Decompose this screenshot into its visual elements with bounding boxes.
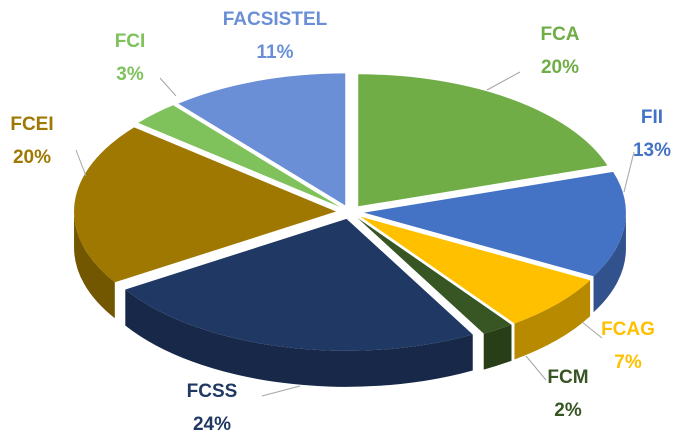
slice (358, 74, 608, 207)
leader-line (75, 149, 87, 177)
slice-label: FCM (547, 367, 588, 388)
slice-label: FII (641, 107, 663, 128)
value-label: 13% (633, 140, 671, 161)
value-label: 20% (13, 147, 51, 168)
slice (363, 171, 626, 277)
slice-side (593, 212, 626, 313)
slice (360, 216, 591, 324)
slice-label: FCA (540, 24, 579, 45)
value-label: 20% (541, 57, 579, 78)
slice (74, 127, 337, 283)
slice (178, 73, 346, 206)
slice-side (514, 280, 591, 360)
slice-label: FCEI (10, 114, 53, 135)
slice-label: FCAG (601, 319, 655, 340)
slice-label: FCSS (187, 381, 238, 402)
slice-side (483, 324, 512, 370)
value-label: 2% (554, 400, 582, 421)
leader-line (581, 321, 603, 339)
leader-line (623, 151, 635, 193)
slice-side (74, 211, 115, 319)
value-label: 3% (116, 64, 144, 85)
slice (125, 218, 473, 351)
value-label: 24% (193, 414, 231, 435)
leader-line (486, 71, 521, 91)
value-label: 11% (257, 42, 294, 63)
leader-line (159, 77, 177, 97)
slice-label: FACSISTEL (223, 9, 328, 30)
leader-line (261, 385, 301, 397)
value-label: 7% (614, 352, 642, 373)
leader-line (525, 355, 547, 381)
slice-side (125, 289, 473, 387)
slice (138, 105, 341, 208)
slice-label: FCI (115, 31, 146, 52)
slice (357, 217, 512, 334)
